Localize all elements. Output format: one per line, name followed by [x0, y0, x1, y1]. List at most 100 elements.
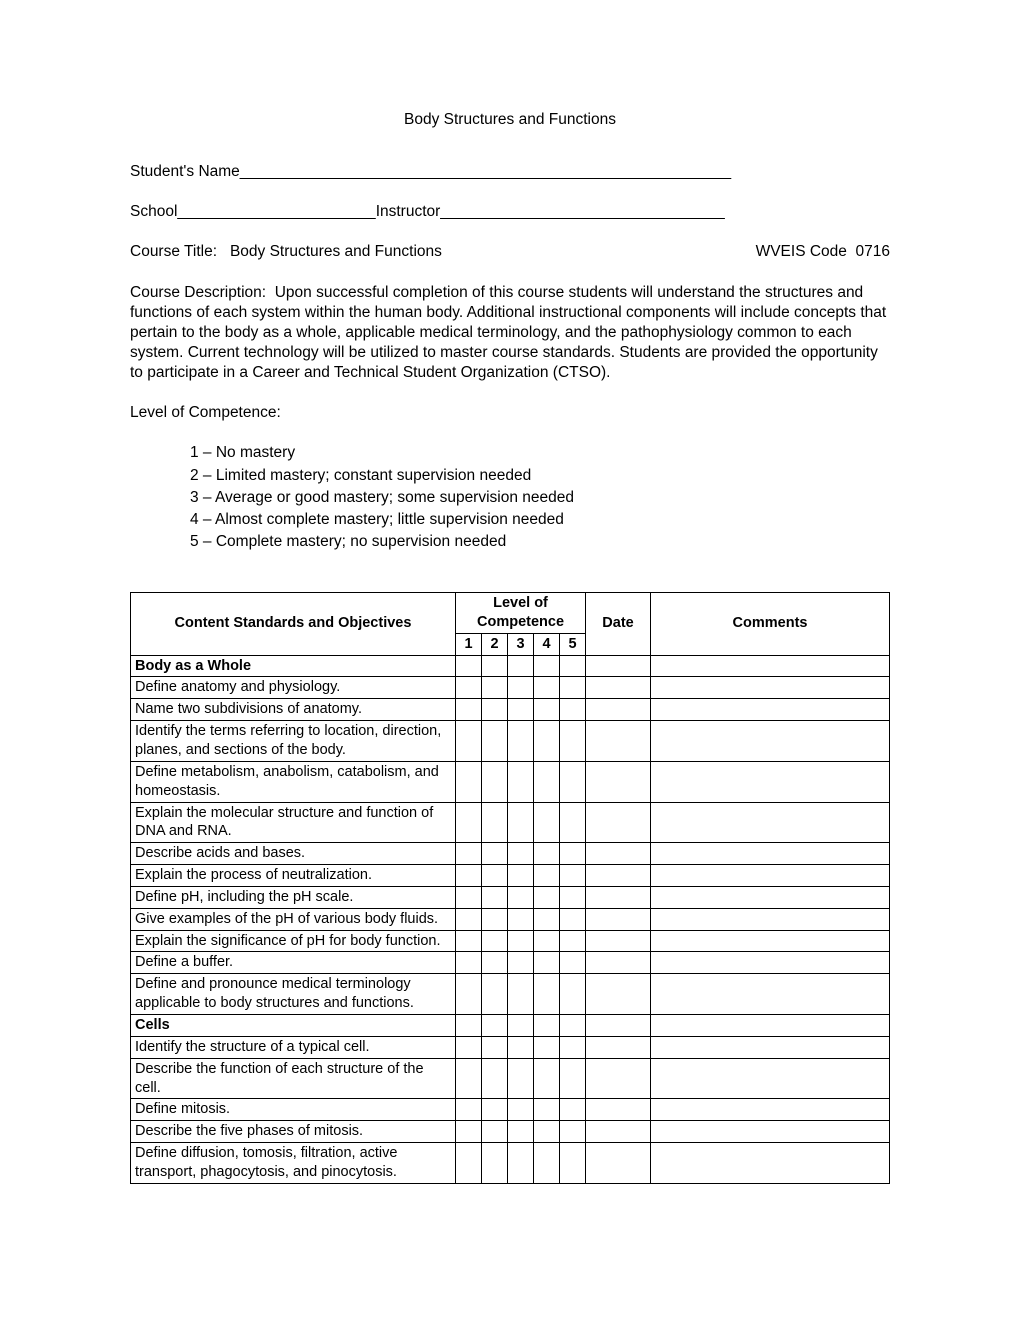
level-cell[interactable] — [534, 721, 560, 762]
level-cell[interactable] — [560, 843, 586, 865]
comments-cell[interactable] — [651, 761, 890, 802]
level-cell[interactable] — [456, 1099, 482, 1121]
level-cell[interactable] — [508, 1099, 534, 1121]
level-cell[interactable] — [508, 1036, 534, 1058]
level-cell[interactable] — [482, 1058, 508, 1099]
level-cell[interactable] — [560, 699, 586, 721]
level-cell[interactable] — [560, 1121, 586, 1143]
comments-cell[interactable] — [651, 1058, 890, 1099]
comments-cell[interactable] — [651, 865, 890, 887]
level-cell[interactable] — [508, 952, 534, 974]
comments-cell[interactable] — [651, 1121, 890, 1143]
level-cell[interactable] — [508, 677, 534, 699]
level-cell[interactable] — [534, 974, 560, 1015]
level-cell[interactable] — [534, 677, 560, 699]
level-cell[interactable] — [508, 1143, 534, 1184]
level-cell[interactable] — [534, 886, 560, 908]
comments-cell[interactable] — [651, 886, 890, 908]
date-cell[interactable] — [586, 802, 651, 843]
level-cell[interactable] — [508, 721, 534, 762]
level-cell[interactable] — [456, 886, 482, 908]
level-cell[interactable] — [482, 886, 508, 908]
level-cell[interactable] — [560, 721, 586, 762]
date-cell[interactable] — [586, 699, 651, 721]
level-cell[interactable] — [456, 1121, 482, 1143]
level-cell[interactable] — [508, 886, 534, 908]
level-cell[interactable] — [534, 761, 560, 802]
comments-cell[interactable] — [651, 1036, 890, 1058]
comments-cell[interactable] — [651, 677, 890, 699]
level-cell[interactable] — [508, 699, 534, 721]
level-cell[interactable] — [560, 802, 586, 843]
date-cell[interactable] — [586, 1143, 651, 1184]
level-cell[interactable] — [482, 1036, 508, 1058]
level-cell[interactable] — [456, 865, 482, 887]
level-cell[interactable] — [482, 802, 508, 843]
comments-cell[interactable] — [651, 908, 890, 930]
level-cell[interactable] — [456, 1058, 482, 1099]
level-cell[interactable] — [482, 952, 508, 974]
comments-cell[interactable] — [651, 952, 890, 974]
level-cell[interactable] — [560, 930, 586, 952]
level-cell[interactable] — [508, 1121, 534, 1143]
level-cell[interactable] — [482, 1143, 508, 1184]
date-cell[interactable] — [586, 974, 651, 1015]
comments-cell[interactable] — [651, 721, 890, 762]
level-cell[interactable] — [482, 699, 508, 721]
level-cell[interactable] — [508, 1058, 534, 1099]
level-cell[interactable] — [456, 699, 482, 721]
level-cell[interactable] — [534, 843, 560, 865]
level-cell[interactable] — [508, 974, 534, 1015]
level-cell[interactable] — [534, 930, 560, 952]
level-cell[interactable] — [456, 1036, 482, 1058]
date-cell[interactable] — [586, 843, 651, 865]
level-cell[interactable] — [534, 952, 560, 974]
level-cell[interactable] — [534, 1143, 560, 1184]
level-cell[interactable] — [482, 865, 508, 887]
date-cell[interactable] — [586, 908, 651, 930]
date-cell[interactable] — [586, 930, 651, 952]
level-cell[interactable] — [456, 930, 482, 952]
level-cell[interactable] — [560, 908, 586, 930]
level-cell[interactable] — [534, 1121, 560, 1143]
level-cell[interactable] — [482, 1099, 508, 1121]
level-cell[interactable] — [560, 865, 586, 887]
level-cell[interactable] — [482, 761, 508, 802]
level-cell[interactable] — [508, 761, 534, 802]
level-cell[interactable] — [508, 908, 534, 930]
comments-cell[interactable] — [651, 699, 890, 721]
level-cell[interactable] — [482, 974, 508, 1015]
comments-cell[interactable] — [651, 802, 890, 843]
date-cell[interactable] — [586, 886, 651, 908]
date-cell[interactable] — [586, 1058, 651, 1099]
comments-cell[interactable] — [651, 843, 890, 865]
level-cell[interactable] — [482, 677, 508, 699]
comments-cell[interactable] — [651, 974, 890, 1015]
level-cell[interactable] — [534, 865, 560, 887]
level-cell[interactable] — [560, 974, 586, 1015]
level-cell[interactable] — [482, 930, 508, 952]
level-cell[interactable] — [508, 865, 534, 887]
level-cell[interactable] — [560, 886, 586, 908]
date-cell[interactable] — [586, 1099, 651, 1121]
date-cell[interactable] — [586, 1036, 651, 1058]
date-cell[interactable] — [586, 1121, 651, 1143]
level-cell[interactable] — [560, 1099, 586, 1121]
date-cell[interactable] — [586, 865, 651, 887]
comments-cell[interactable] — [651, 930, 890, 952]
comments-cell[interactable] — [651, 1143, 890, 1184]
level-cell[interactable] — [534, 699, 560, 721]
level-cell[interactable] — [560, 1143, 586, 1184]
level-cell[interactable] — [456, 802, 482, 843]
level-cell[interactable] — [534, 802, 560, 843]
level-cell[interactable] — [482, 908, 508, 930]
level-cell[interactable] — [456, 677, 482, 699]
comments-cell[interactable] — [651, 1099, 890, 1121]
level-cell[interactable] — [560, 761, 586, 802]
date-cell[interactable] — [586, 952, 651, 974]
date-cell[interactable] — [586, 677, 651, 699]
level-cell[interactable] — [560, 1058, 586, 1099]
level-cell[interactable] — [456, 1143, 482, 1184]
level-cell[interactable] — [534, 1058, 560, 1099]
level-cell[interactable] — [534, 1099, 560, 1121]
